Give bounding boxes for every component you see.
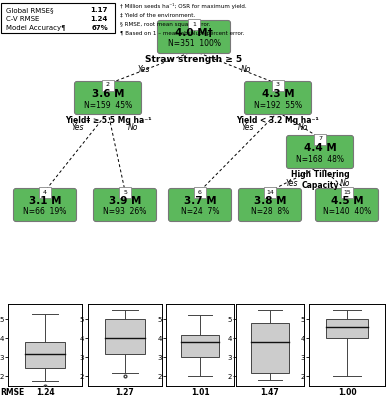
FancyBboxPatch shape — [341, 186, 353, 198]
Text: 5: 5 — [123, 190, 127, 194]
Text: 4.5 M: 4.5 M — [331, 196, 363, 206]
Text: 3: 3 — [276, 82, 280, 88]
FancyBboxPatch shape — [102, 80, 114, 90]
Text: No: No — [128, 124, 138, 132]
Text: 3.7 M: 3.7 M — [184, 196, 217, 206]
Text: N=159  45%: N=159 45% — [84, 100, 132, 110]
Bar — [25, 342, 65, 368]
Text: 1.47: 1.47 — [261, 388, 279, 397]
Text: 14: 14 — [266, 190, 274, 194]
Text: ‡ Yield of the environment.: ‡ Yield of the environment. — [120, 12, 195, 18]
FancyBboxPatch shape — [14, 188, 76, 222]
FancyBboxPatch shape — [119, 186, 131, 198]
Text: N=66  19%: N=66 19% — [23, 208, 67, 216]
FancyBboxPatch shape — [39, 186, 51, 198]
Text: 1.24: 1.24 — [91, 16, 108, 22]
Text: ¶ Based on 1 – mean absolute percent error.: ¶ Based on 1 – mean absolute percent err… — [120, 32, 244, 36]
Text: Yes: Yes — [286, 180, 298, 188]
Text: 3.9 M: 3.9 M — [109, 196, 141, 206]
Text: 4.4 M: 4.4 M — [304, 143, 336, 153]
Text: 1.27: 1.27 — [116, 388, 134, 397]
Text: No: No — [298, 124, 308, 132]
FancyBboxPatch shape — [168, 188, 232, 222]
FancyBboxPatch shape — [272, 80, 284, 90]
Text: Yield < 3.2 Mg ha⁻¹: Yield < 3.2 Mg ha⁻¹ — [237, 116, 319, 125]
Bar — [105, 319, 146, 354]
Text: 67%: 67% — [91, 25, 108, 31]
FancyBboxPatch shape — [264, 186, 276, 198]
Text: 1.17: 1.17 — [91, 7, 108, 13]
Text: Yes: Yes — [72, 124, 84, 132]
FancyBboxPatch shape — [194, 186, 206, 198]
Text: 6: 6 — [198, 190, 202, 194]
Text: 3.1 M: 3.1 M — [29, 196, 61, 206]
Text: No: No — [340, 180, 350, 188]
Text: 4.3 M: 4.3 M — [262, 89, 294, 99]
Bar — [181, 334, 219, 357]
Text: 1.24: 1.24 — [36, 388, 54, 397]
Text: No: No — [241, 64, 251, 74]
Text: High Tillering
Capacity: High Tillering Capacity — [291, 170, 349, 190]
Text: 3.8 M: 3.8 M — [254, 196, 286, 206]
Text: 15: 15 — [343, 190, 351, 194]
Text: 1.01: 1.01 — [191, 388, 209, 397]
Text: RMSE: RMSE — [0, 388, 24, 397]
FancyBboxPatch shape — [244, 82, 312, 114]
Text: Straw strength ≥ 5: Straw strength ≥ 5 — [146, 55, 242, 64]
Bar — [326, 319, 368, 338]
Text: § RMSE, root mean square error.: § RMSE, root mean square error. — [120, 22, 211, 27]
Text: 1.00: 1.00 — [338, 388, 356, 397]
Text: Yes: Yes — [242, 124, 254, 132]
FancyBboxPatch shape — [158, 20, 230, 54]
Text: Yes: Yes — [138, 64, 150, 74]
Text: Model Accuracy¶: Model Accuracy¶ — [6, 25, 66, 31]
FancyBboxPatch shape — [94, 188, 156, 222]
Text: 4: 4 — [43, 190, 47, 194]
Text: N=351  100%: N=351 100% — [168, 40, 220, 48]
Bar — [251, 323, 289, 373]
FancyBboxPatch shape — [239, 188, 301, 222]
FancyBboxPatch shape — [314, 134, 326, 144]
FancyBboxPatch shape — [286, 136, 353, 168]
FancyBboxPatch shape — [315, 188, 379, 222]
Text: 7: 7 — [318, 136, 322, 142]
FancyBboxPatch shape — [1, 3, 115, 33]
FancyBboxPatch shape — [188, 18, 200, 30]
Text: † Million seeds ha⁻¹; OSR for maximum yield.: † Million seeds ha⁻¹; OSR for maximum yi… — [120, 3, 247, 9]
Text: N=28  8%: N=28 8% — [251, 208, 289, 216]
Text: N=192  55%: N=192 55% — [254, 100, 302, 110]
Text: N=24  7%: N=24 7% — [181, 208, 219, 216]
Text: Yield‡ ≥ 5.5 Mg ha⁻¹: Yield‡ ≥ 5.5 Mg ha⁻¹ — [65, 116, 151, 125]
Text: N=168  48%: N=168 48% — [296, 154, 344, 164]
Text: N=140  40%: N=140 40% — [323, 208, 371, 216]
Text: Global RMSE§: Global RMSE§ — [6, 7, 54, 13]
Text: 4.0 M†: 4.0 M† — [175, 28, 213, 38]
Text: 1: 1 — [192, 22, 196, 26]
Text: C-V RMSE: C-V RMSE — [6, 16, 39, 22]
Text: 2: 2 — [106, 82, 110, 88]
FancyBboxPatch shape — [74, 82, 142, 114]
Text: 3.6 M: 3.6 M — [92, 89, 124, 99]
Text: N=93  26%: N=93 26% — [103, 208, 147, 216]
